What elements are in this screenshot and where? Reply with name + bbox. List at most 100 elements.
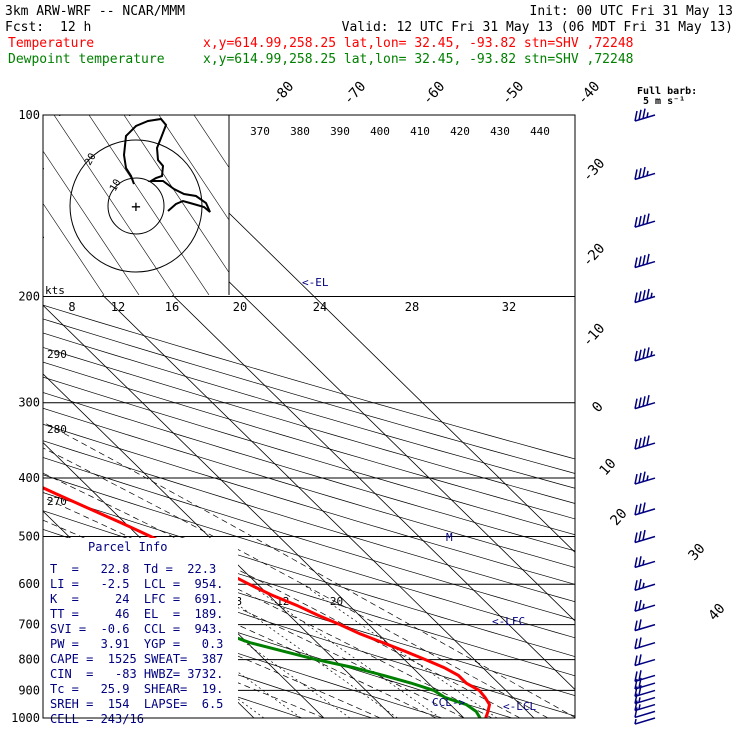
wind-barb-half-flag bbox=[638, 704, 641, 710]
barb-legend-title: Full barb: bbox=[637, 86, 697, 97]
wind-barb-staff bbox=[634, 172, 656, 181]
isotherm-30 bbox=[43, 236, 535, 718]
isotherm-label-10: 10 bbox=[596, 456, 619, 479]
wind-barb-flag bbox=[638, 349, 642, 360]
wind-barb-125 bbox=[634, 166, 656, 181]
hodo-grid-line-0 bbox=[228, 115, 229, 116]
parcel-level-markers: <-EL <-LFC <-LCL CCL-> M bbox=[302, 276, 536, 713]
mixing-ratio-2 bbox=[82, 583, 265, 718]
hodo-speed-label-20: 20 bbox=[233, 300, 247, 314]
wind-barb-flag bbox=[634, 700, 638, 711]
hodo-grid-line-4 bbox=[88, 115, 210, 295]
theta-label-370: 370 bbox=[250, 125, 270, 138]
mixing-ratio-12 bbox=[249, 583, 441, 718]
wind-barb-flag bbox=[642, 255, 646, 266]
wind-barb-300 bbox=[634, 394, 656, 410]
wind-barb-850 bbox=[634, 670, 656, 683]
parcel-info-title: Parcel Info bbox=[88, 540, 167, 554]
wind-barb-250 bbox=[634, 347, 656, 362]
wind-barb-flag bbox=[638, 654, 642, 665]
moist-adiabat-36 bbox=[43, 421, 575, 718]
temperature-location: x,y=614.99,258.25 lat,lon= 32.45, -93.82… bbox=[203, 36, 633, 51]
wind-barb-flag bbox=[638, 556, 642, 567]
wind-barb-flag bbox=[634, 473, 638, 485]
wind-barb-half-flag bbox=[642, 559, 645, 566]
parcel-info-row-5: PW = 3.91 YGP = 0.3 bbox=[50, 637, 223, 651]
wind-barb-staff bbox=[634, 641, 656, 650]
mixing-ratio-label-8: 8 bbox=[235, 595, 242, 608]
wind-barb-flag bbox=[642, 108, 646, 119]
theta-label-410: 410 bbox=[410, 125, 430, 138]
wind-barb-350 bbox=[634, 435, 656, 450]
wind-barb-staff bbox=[634, 674, 656, 683]
theta-label-430: 430 bbox=[490, 125, 510, 138]
hodo-speed-label-16: 16 bbox=[165, 300, 179, 314]
wind-barb-flag bbox=[638, 397, 642, 408]
hodo-speed-label-32: 32 bbox=[502, 300, 516, 314]
wind-barb-800 bbox=[634, 654, 656, 667]
dry-adiabat-300 bbox=[43, 568, 513, 718]
wind-barb-175 bbox=[634, 253, 656, 269]
hodo-grid-line-5 bbox=[53, 115, 175, 295]
wind-barb-flag bbox=[634, 504, 638, 516]
wind-barb-half-flag bbox=[646, 475, 649, 481]
wind-barb-flag bbox=[642, 471, 646, 482]
parcel-info-background bbox=[43, 538, 238, 718]
wind-barb-staff bbox=[634, 442, 656, 450]
dry-adiabat-450 bbox=[43, 318, 575, 474]
pressure-label-600: 600 bbox=[18, 577, 40, 591]
ccl-marker: CCL-> bbox=[432, 696, 465, 709]
wind-barb-900 bbox=[634, 685, 656, 698]
dry-adiabat-380 bbox=[43, 423, 575, 585]
pressure-label-200: 200 bbox=[18, 290, 40, 304]
wind-barb-staff bbox=[634, 535, 656, 544]
theta-label-420: 420 bbox=[450, 125, 470, 138]
wind-barb-flag bbox=[646, 394, 650, 406]
wind-barb-staff bbox=[634, 354, 656, 362]
pressure-label-400: 400 bbox=[18, 471, 40, 485]
wind-barb-flag bbox=[638, 215, 642, 227]
wind-barb-flag bbox=[638, 670, 642, 681]
wind-barb-flag bbox=[638, 578, 642, 590]
wind-barb-half-flag bbox=[642, 603, 645, 609]
dewpoint-location: x,y=614.99,258.25 lat,lon= 32.45, -93.82… bbox=[203, 52, 633, 67]
wind-barb-600 bbox=[634, 578, 656, 591]
wind-barb-flag bbox=[638, 637, 642, 648]
isotherm-label--70: -70 bbox=[341, 79, 370, 109]
wind-barb-450 bbox=[634, 502, 656, 516]
wind-barb-flag bbox=[642, 214, 646, 225]
wind-barb-half-flag bbox=[646, 112, 649, 118]
wind-barb-staff bbox=[634, 717, 656, 725]
parcel-info-row-10: CELL = 243/16 bbox=[50, 712, 144, 726]
wind-barb-flag bbox=[634, 532, 638, 543]
plot-frame bbox=[42, 114, 576, 719]
isotherm-60 bbox=[128, 115, 575, 553]
wind-barb-flag bbox=[638, 291, 642, 302]
isotherm-label-20: 20 bbox=[607, 506, 630, 529]
hodo-speed-label-12: 12 bbox=[111, 300, 125, 314]
hodo-speed-label-8: 8 bbox=[68, 300, 75, 314]
parcel-info-row-9: SREH = 154 LAPSE= 6.5 bbox=[50, 697, 223, 711]
dry-adiabat-440 bbox=[43, 332, 575, 489]
wind-barb-flag bbox=[638, 503, 642, 514]
dry-adiabat-460 bbox=[43, 304, 575, 460]
wind-barb-half-flag bbox=[642, 582, 645, 588]
theta-label-390: 390 bbox=[330, 125, 350, 138]
wind-barb-half-flag bbox=[650, 351, 653, 357]
mixing-ratio-label-20: 20 bbox=[330, 595, 343, 608]
wind-barb-staff bbox=[634, 477, 656, 485]
moist-adiabat-20 bbox=[43, 519, 465, 718]
wind-barb-875 bbox=[634, 677, 656, 690]
wind-barb-staff bbox=[634, 401, 656, 410]
wind-barb-staff bbox=[634, 703, 656, 712]
wind-barb-staff bbox=[634, 295, 656, 304]
wind-barb-flag bbox=[634, 620, 638, 631]
hodo-grid-line-3 bbox=[123, 115, 229, 274]
wind-barbs bbox=[634, 108, 656, 725]
wind-barb-staff bbox=[634, 658, 656, 667]
model-title: 3km ARW-WRF -- NCAR/MMM bbox=[5, 4, 185, 19]
dry-adiabat-280 bbox=[43, 609, 373, 718]
pressure-label-500: 500 bbox=[18, 530, 40, 544]
isotherm-label-0: 0 bbox=[589, 399, 607, 416]
wind-barb-950 bbox=[634, 700, 656, 712]
